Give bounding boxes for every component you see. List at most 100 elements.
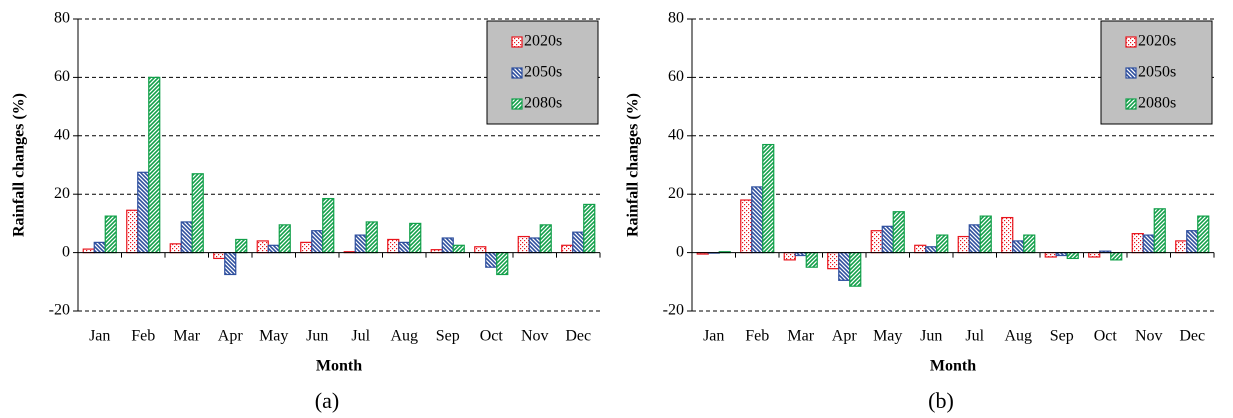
x-tick-label: Jan xyxy=(703,328,724,345)
bar xyxy=(914,244,927,254)
bar xyxy=(1001,216,1014,254)
bar xyxy=(1012,240,1025,254)
legend-box xyxy=(486,20,599,125)
x-tick-label: Apr xyxy=(218,328,244,345)
x-tick-label: Feb xyxy=(745,328,769,345)
y-tick-label: 20 xyxy=(668,185,684,202)
bar xyxy=(104,215,117,254)
bar xyxy=(539,224,552,254)
bar xyxy=(849,252,862,287)
bar xyxy=(1044,252,1057,258)
bar xyxy=(740,199,753,254)
y-tick-label: 40 xyxy=(668,126,684,143)
x-axis-title: Month xyxy=(930,358,976,375)
x-tick-label: Oct xyxy=(480,328,504,345)
bar xyxy=(925,246,938,254)
bar xyxy=(1066,252,1079,260)
bar xyxy=(387,238,400,254)
bar xyxy=(583,203,596,254)
x-tick-label: Jan xyxy=(89,328,110,345)
legend-label: 2080s xyxy=(524,95,562,112)
bar xyxy=(485,252,498,268)
y-tick-label: 20 xyxy=(54,185,70,202)
x-tick-label: Sep xyxy=(1050,328,1074,345)
legend-swatch xyxy=(1125,98,1137,110)
bar xyxy=(1131,233,1144,254)
bar xyxy=(762,143,775,254)
bar xyxy=(957,235,970,254)
y-tick-label: 80 xyxy=(668,10,684,27)
bar xyxy=(267,244,280,254)
bar xyxy=(870,230,883,254)
bar xyxy=(751,186,764,254)
bar xyxy=(1088,252,1101,258)
y-tick-label: 40 xyxy=(54,126,70,143)
bar xyxy=(805,252,818,268)
bar xyxy=(137,171,150,254)
legend-swatch xyxy=(1125,67,1137,79)
caption: (b) xyxy=(928,388,954,413)
y-tick-label: 80 xyxy=(54,10,70,27)
bar xyxy=(169,243,182,254)
y-axis-title: Rainfall changes (%) xyxy=(625,93,642,237)
bar xyxy=(1142,234,1155,254)
bar xyxy=(441,237,454,254)
x-tick-label: Mar xyxy=(787,328,814,345)
legend-swatch xyxy=(1125,36,1137,48)
bar xyxy=(936,234,949,254)
x-tick-label: Feb xyxy=(131,328,155,345)
bar xyxy=(311,230,324,254)
bar xyxy=(1186,230,1199,254)
bar xyxy=(1175,240,1188,254)
bar xyxy=(496,252,509,276)
bar xyxy=(1023,234,1036,254)
bar xyxy=(561,244,574,254)
bar xyxy=(224,252,237,276)
bar xyxy=(278,224,291,254)
legend-swatch xyxy=(511,98,523,110)
bar xyxy=(528,237,541,254)
x-tick-label: Mar xyxy=(173,328,200,345)
x-tick-label: Apr xyxy=(832,328,858,345)
x-tick-label: Jun xyxy=(306,328,328,345)
bar xyxy=(1110,252,1123,261)
bar xyxy=(213,252,226,260)
bar xyxy=(398,241,411,254)
legend-swatch xyxy=(511,67,523,79)
bar xyxy=(517,235,530,254)
x-tick-label: Sep xyxy=(436,328,460,345)
legend-label: 2020s xyxy=(1138,33,1176,50)
x-tick-label: Jul xyxy=(965,328,984,345)
x-tick-label: Dec xyxy=(565,328,591,345)
y-tick-label: -20 xyxy=(663,302,684,319)
x-tick-label: Jun xyxy=(920,328,942,345)
caption: (a) xyxy=(315,388,339,413)
x-tick-label: Aug xyxy=(390,328,418,345)
x-tick-label: Jul xyxy=(351,328,370,345)
bar xyxy=(409,222,422,254)
bar xyxy=(365,221,378,254)
bar xyxy=(881,225,894,254)
legend-box xyxy=(1100,20,1213,125)
bar xyxy=(452,244,465,254)
x-tick-label: May xyxy=(259,328,288,345)
bar xyxy=(1153,208,1166,254)
bar xyxy=(1197,215,1210,254)
bar xyxy=(256,240,269,254)
y-axis-title: Rainfall changes (%) xyxy=(11,93,28,237)
bar xyxy=(354,234,367,254)
bar xyxy=(300,241,313,254)
bar xyxy=(180,221,193,254)
y-tick-label: 0 xyxy=(676,243,684,260)
bar xyxy=(783,252,796,261)
legend-label: 2080s xyxy=(1138,95,1176,112)
bar xyxy=(827,252,840,270)
x-tick-label: Aug xyxy=(1004,328,1032,345)
legend-label: 2020s xyxy=(524,33,562,50)
x-tick-label: Dec xyxy=(1179,328,1205,345)
y-tick-label: 0 xyxy=(62,243,70,260)
y-tick-label: -20 xyxy=(49,302,70,319)
bar xyxy=(235,238,248,254)
bar xyxy=(979,215,992,254)
